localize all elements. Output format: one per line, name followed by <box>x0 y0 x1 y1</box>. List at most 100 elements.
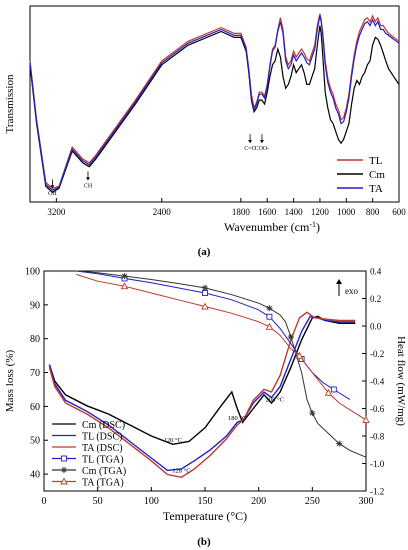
thermal-series-tl-dsc <box>48 315 356 472</box>
thermal-marker-ta-tga <box>201 302 209 310</box>
ftir-series-tl <box>29 13 400 189</box>
ftir-x-tick-label: 1400 <box>285 207 304 217</box>
thermal-right-tick-label: -1.2 <box>370 487 384 497</box>
thermal-left-tick-label: 80 <box>30 334 40 345</box>
ftir-legend-label-ta: TA <box>369 183 383 195</box>
ftir-annotation-coo: COO- <box>255 146 270 152</box>
exo-indicator: exo <box>336 279 358 296</box>
thermal-series-cm-tga <box>76 270 367 458</box>
ftir-x-tick-label: 2400 <box>153 207 172 217</box>
ftir-annotation-arrowhead <box>50 185 55 189</box>
thermal-marker-ta-tga <box>295 351 304 359</box>
thermal-left-tick-label: 60 <box>30 402 40 413</box>
thermal-legend-label-cm-dsc: Cm (DSC) <box>82 420 125 431</box>
thermal-marker-cm-tga <box>121 273 128 280</box>
thermal-legend-marker-cm-tga <box>61 467 67 473</box>
thermal-legend-label-ta-dsc: TA (DSC) <box>82 443 123 454</box>
thermal-left-tick-label: 50 <box>30 436 40 447</box>
thermal-marker-ta-tga <box>362 415 370 423</box>
thermal-series <box>48 270 370 479</box>
ftir-annotation-arrowhead <box>248 140 253 144</box>
ftir-annotation-arrowhead <box>85 177 90 181</box>
thermal-annotation-208-c: 208 °C <box>266 396 284 403</box>
exo-label: exo <box>345 286 358 296</box>
thermal-marker-ta-tga <box>324 388 333 396</box>
ftir-x-tick-label: 1000 <box>337 207 356 217</box>
ftir-annotation-ch: CH <box>84 183 93 189</box>
thermal-left-tick-label: 100 <box>25 267 40 278</box>
thermal-x-tick-label: 250 <box>305 496 320 507</box>
ftir-x-axis-title: Wavenumber (cm-1) <box>224 220 320 234</box>
ftir-series <box>29 13 400 193</box>
ftir-chart: 3200 2400 1800 1600 1400 1200 1000 800 600 OH CH C… <box>4 5 406 258</box>
thermal-marker-ta-tga <box>265 322 274 330</box>
thermal-x-tick-label: 100 <box>144 496 159 507</box>
thermal-right-tick-label: -0.8 <box>370 432 385 442</box>
thermal-series-cm-dsc <box>48 315 356 446</box>
thermal-right-tick-label: -0.4 <box>370 377 385 387</box>
thermal-marker-cm-tga <box>309 410 316 417</box>
thermal-panel-label: (b) <box>197 536 211 548</box>
thermal-legend-label-tl-tga: TL (TGA) <box>82 455 124 466</box>
thermal-line-ta-dsc <box>48 311 356 479</box>
thermal-marker-cm-tga <box>336 440 343 447</box>
thermal-series-ta-tga <box>76 273 370 423</box>
ftir-x-tick-label: 1600 <box>258 207 277 217</box>
ftir-annotation-oh: OH <box>48 191 57 197</box>
thermal-x-tick-label: 150 <box>198 496 213 507</box>
thermal-x-tick-label: 50 <box>93 496 103 507</box>
thermal-line-ta-tga <box>76 273 367 421</box>
ftir-y-axis-title: Transmission <box>4 74 16 133</box>
thermal-legend-marker-ta-tga <box>60 477 68 485</box>
thermal-right-tick-label: 0.4 <box>370 267 382 277</box>
ftir-annotation-arrowhead <box>259 140 264 144</box>
thermal-legend: Cm (DSC)TL (DSC)TA (DSC)TL (TGA)Cm (TGA)… <box>52 420 126 489</box>
thermal-annotation-120-c: 120 °C <box>164 437 182 444</box>
thermal-annotations: 120 °C 180 °C 208 °C 128 °C <box>164 396 284 474</box>
thermal-line-cm-tga <box>76 270 367 458</box>
thermal-right-tick-label: -1.0 <box>370 459 385 469</box>
thermal-right-tick-label: 0.2 <box>370 294 381 304</box>
thermal-right-axis-title: Heat flow (mW/mg) <box>395 336 407 426</box>
exo-arrow-head <box>336 279 342 284</box>
ftir-x-ticks: 3200 2400 1800 1600 1400 1200 1000 800 600 <box>47 198 406 217</box>
thermal-marker-cm-tga <box>202 284 208 291</box>
thermal-marker-tl-tga <box>266 313 273 320</box>
thermal-left-tick-label: 70 <box>30 368 40 379</box>
thermal-x-tick-label: 0 <box>42 496 47 507</box>
thermal-legend-marker-tl-tga <box>61 455 67 462</box>
thermal-right-tick-label: -0.6 <box>370 404 385 414</box>
thermal-right-tick-label: -0.2 <box>370 349 384 359</box>
ftir-annotation-c-o: C=O <box>244 146 256 152</box>
thermal-marker-ta-tga <box>120 282 129 290</box>
ftir-x-tick-label: 1800 <box>232 207 251 217</box>
thermal-line-cm-dsc <box>48 315 356 446</box>
thermal-legend-label-cm-tga: Cm (TGA) <box>82 466 126 477</box>
thermal-legend-label-ta-tga: TA (TGA) <box>82 478 124 489</box>
thermal-chart: 0 50 100 150 200 250 300 40 50 60 70 80 90 100 0.4 0.2 0… <box>4 267 407 549</box>
thermal-left-tick-label: 90 <box>30 300 40 311</box>
thermal-marker-tl-tga <box>330 386 337 393</box>
thermal-x-axis-title: Temperature (°C) <box>163 509 247 523</box>
ftir-series-ta <box>29 15 400 191</box>
ftir-legend-label-cm: Cm <box>369 169 385 181</box>
thermal-marker-cm-tga <box>287 334 294 340</box>
thermal-x-tick-label: 200 <box>251 496 266 507</box>
thermal-annotation-128-c: 128 °C <box>172 467 190 474</box>
thermal-marker-cm-tga <box>266 305 273 312</box>
thermal-series-ta-dsc <box>48 311 356 479</box>
ftir-series-cm <box>29 25 400 193</box>
thermal-legend-label-tl-dsc: TL (DSC) <box>82 432 122 443</box>
thermal-right-tick-label: 0.0 <box>370 322 382 332</box>
ftir-legend-label-tl: TL <box>369 155 383 167</box>
thermal-marker-tl-tga <box>202 290 208 296</box>
ftir-x-tick-label: 600 <box>392 207 406 217</box>
thermal-left-axis-title: Mass loss (%) <box>4 350 16 413</box>
ftir-plot-frame <box>29 5 400 203</box>
thermal-x-tick-label: 300 <box>359 496 374 507</box>
ftir-panel-label: (a) <box>198 246 211 258</box>
ftir-legend: TL Cm TA <box>337 155 385 195</box>
ftir-x-tick-label: 800 <box>366 207 380 217</box>
